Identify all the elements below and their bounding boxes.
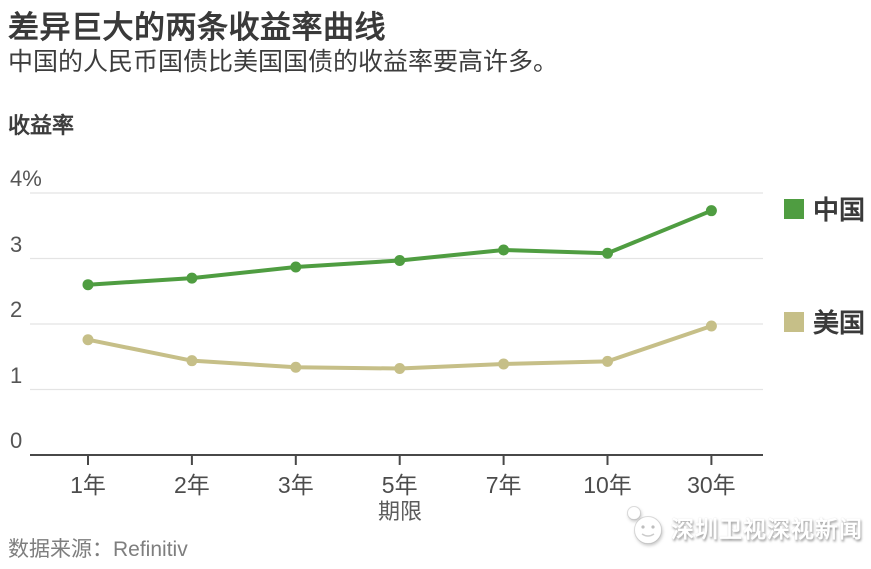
china-marker [602,247,613,259]
china-marker [498,244,510,256]
y-tick-label: 1 [10,362,23,388]
watermark-text: 深圳卫视深视新闻 [671,516,863,542]
x-axis-title: 期限 [377,499,423,524]
china-marker [82,279,94,291]
us-marker [186,355,198,367]
us-marker [498,358,510,370]
y-tick-label: 3 [10,231,23,257]
us-line [86,323,714,371]
x-tick-label: 3年 [277,472,314,498]
china-marker [394,254,406,266]
china-legend-swatch-icon [784,198,804,219]
data-source-label: 数据来源：Refinitiv [8,538,188,561]
us-marker [290,361,302,373]
us-marker [82,334,94,346]
x-tick-label: 1年 [70,472,106,498]
watermark-mascot-icon [627,506,662,544]
y-tick-label: 2 [10,297,23,322]
china-marker [705,205,717,217]
us-marker [705,320,717,332]
watermark: 深圳卫视深视新闻 [622,501,863,547]
x-tick-label: 5年 [381,472,418,498]
x-tick-label: 2年 [173,472,210,498]
china-line [86,208,714,287]
x-tick-label: 7年 [485,472,522,498]
y-axis-title: 收益率 [8,113,75,138]
us-legend-swatch-icon [784,311,804,332]
legend-item-us: 美国 [784,303,865,340]
x-tick-label: 30年 [687,472,736,498]
legend-label-us: 美国 [813,308,866,338]
chart-title: 差异巨大的两条收益率曲线 [8,10,386,45]
legend-label-china: 中国 [813,195,866,225]
y-tick-label: 0 [10,428,23,453]
us-marker [602,355,613,367]
x-tick-label: 10年 [583,472,632,498]
chart-subtitle: 中国的人民币国债比美国国债的收益率要高许多。 [8,48,559,76]
china-marker [290,261,302,273]
legend-item-china: 中国 [784,190,865,227]
us-marker [394,363,406,375]
china-marker [186,272,198,284]
y-tick-label: 4% [10,166,42,191]
